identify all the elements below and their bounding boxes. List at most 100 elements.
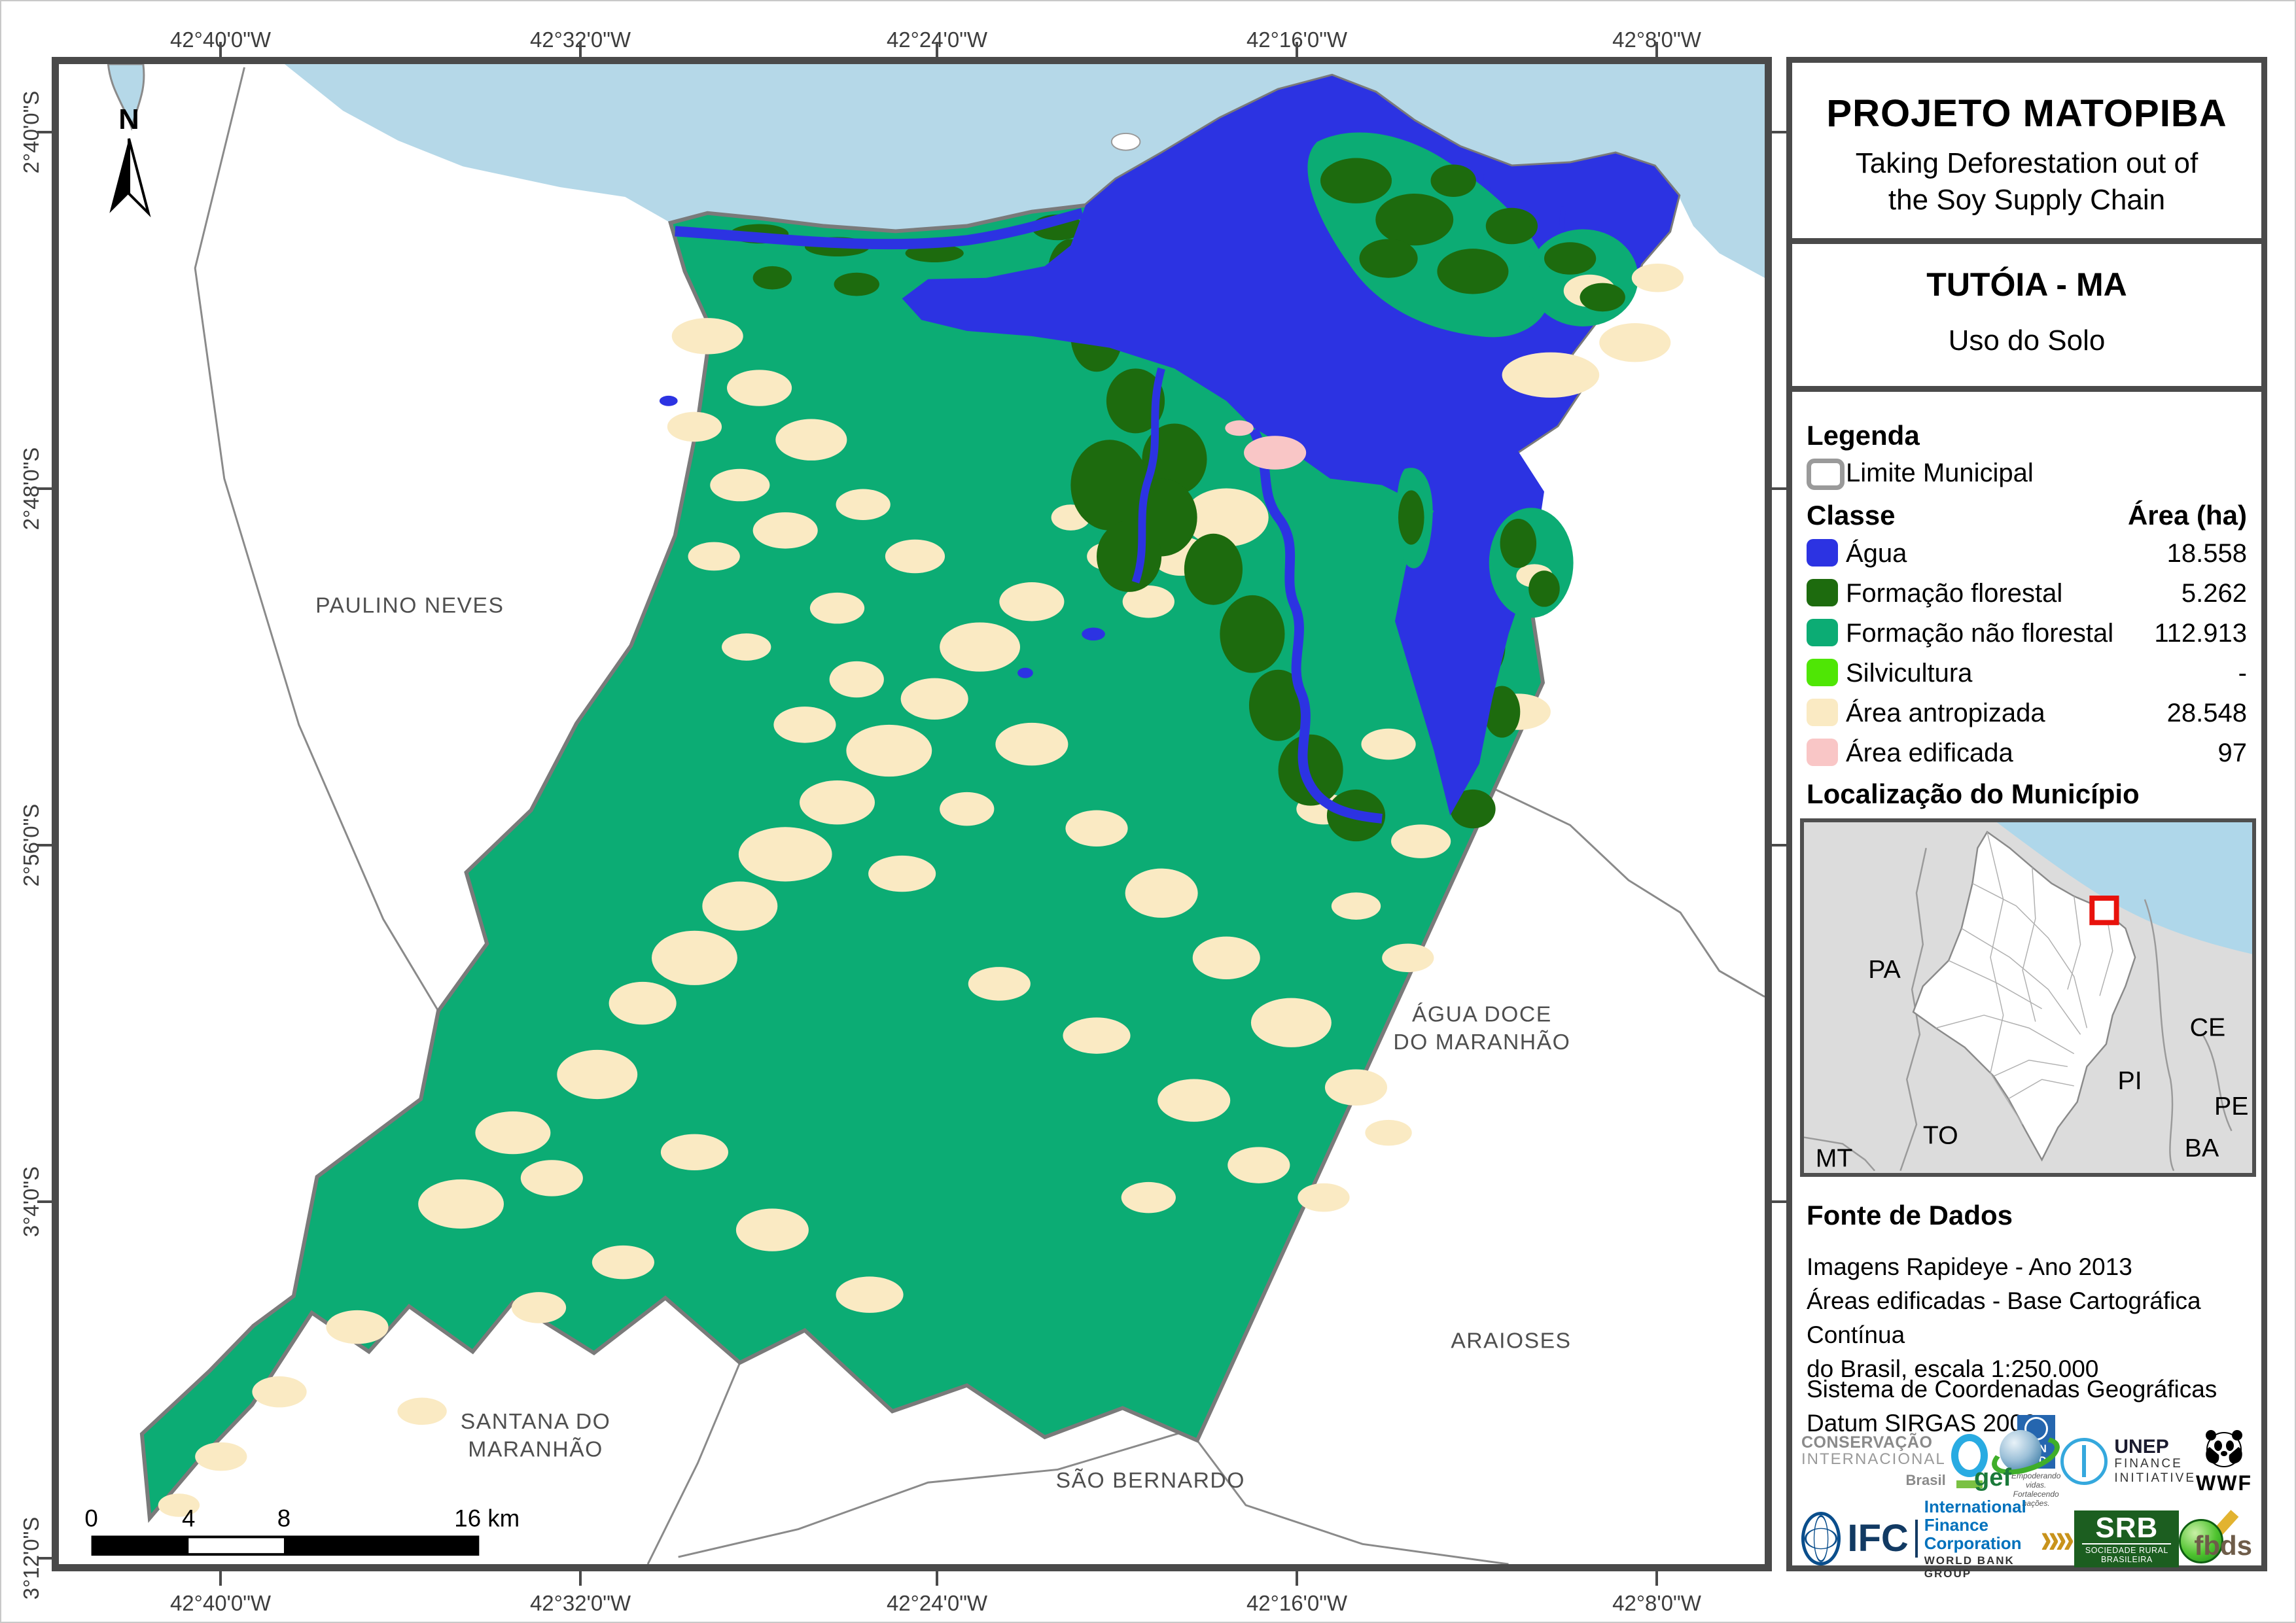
place-labels: PAULINO NEVES ÁGUA DOCE DO MARANHÃO ARAI… xyxy=(315,594,1571,1493)
coord-bottom-2: 42°24'0"W xyxy=(886,1591,988,1615)
legend-heading: Legenda xyxy=(1807,420,1920,451)
limite-label: Limite Municipal xyxy=(1846,459,2034,487)
col-classe: Classe xyxy=(1807,500,1896,531)
ifc-logo: IFC International Finance Corporation WO… xyxy=(1801,1497,2040,1580)
fonte-heading: Fonte de Dados xyxy=(1807,1200,2013,1230)
ocean xyxy=(284,64,1765,278)
locator-map: PA CE PI PE BA TO MT xyxy=(1800,818,2256,1177)
locator-heading: Localização do Município xyxy=(1807,778,2140,809)
scale-bar: 0 4 8 16 km xyxy=(84,1505,520,1556)
bay-islands xyxy=(1110,132,1684,618)
wwf-logo: WWF xyxy=(2196,1427,2252,1495)
srb-subtext: SOCIEDADE RURAL BRASILEIRA xyxy=(2082,1543,2172,1564)
coord-bottom-0: 42°40'0"W xyxy=(169,1591,272,1615)
locator-svg: PA CE PI PE BA TO MT xyxy=(1803,822,2252,1173)
project-subtitle: Taking Deforestation out of the Soy Supp… xyxy=(1792,145,2261,218)
fonte-line2: Áreas edificadas - Base Cartográfica Con… xyxy=(1807,1287,2201,1348)
state-mt: MT xyxy=(1816,1144,1853,1171)
logo-row-1: CONSERVAÇÃO INTERNACIONAL Brasil gef xyxy=(1801,1414,2252,1508)
north-arrow-icon: N xyxy=(109,104,151,218)
state-pa: PA xyxy=(1868,955,1901,984)
agua-swatch xyxy=(1807,539,1838,567)
srb-text: SRB xyxy=(2095,1511,2159,1544)
fonte-line1: Imagens Rapideye - Ano 2013 xyxy=(1807,1253,2132,1280)
edificada-label: Área edificada xyxy=(1846,739,2013,767)
info-panel: PROJETO MATOPIBA Taking Deforestation ou… xyxy=(1786,57,2267,1580)
unep-text1: UNEP xyxy=(2114,1435,2169,1457)
ci-line2: INTERNACIONAL xyxy=(1801,1450,1946,1468)
project-title: PROJETO MATOPIBA xyxy=(1826,92,2227,135)
antropizada-swatch xyxy=(1807,699,1838,726)
col-area: Área (ha) xyxy=(2127,500,2247,531)
pnud-d: D xyxy=(2038,1454,2047,1467)
map-canvas: PAULINO NEVES ÁGUA DOCE DO MARANHÃO ARAI… xyxy=(52,57,1772,1571)
fonte-line5: Datum SIRGAS 2000 xyxy=(1807,1410,2037,1437)
fbds-sphere-icon xyxy=(2179,1518,2224,1563)
scale-4: 4 xyxy=(182,1505,195,1532)
nao-florestal-label: Formação não florestal xyxy=(1846,619,2114,648)
fbds-logo: fbds xyxy=(2179,1509,2252,1567)
state-pe: PE xyxy=(2214,1092,2248,1121)
coord-bottom-3: 42°16'0"W xyxy=(1246,1591,1348,1615)
scale-16km: 16 km xyxy=(454,1505,520,1532)
state-ce: CE xyxy=(2190,1013,2226,1041)
antropizada-area: 28.548 xyxy=(2166,699,2247,727)
ifc-worldbank: WORLD BANK GROUP xyxy=(1924,1554,2015,1580)
wwf-text: WWF xyxy=(2196,1471,2252,1495)
unep-emblem-icon xyxy=(2060,1437,2108,1485)
legend-row-florestal: Formação florestal 5.262 xyxy=(1807,577,2247,610)
unep-fi-logo: UNEP FINANCE INITIATIVE xyxy=(2060,1437,2196,1486)
fbds-text: fbds xyxy=(2194,1529,2252,1561)
legend-row-edificada: Área edificada 97 xyxy=(1807,737,2247,769)
silvicultura-label: Silvicultura xyxy=(1846,659,1973,688)
coord-bottom-4: 42°8'0"W xyxy=(1612,1591,1701,1615)
legend-column-headers: Classe Área (ha) xyxy=(1807,500,2247,532)
project-subtitle-line2: the Soy Supply Chain xyxy=(1888,184,2166,216)
florestal-swatch xyxy=(1807,579,1838,606)
legend-limite-row: Limite Municipal xyxy=(1807,457,2247,490)
municipality-title: TUTÓIA - MA xyxy=(1926,266,2127,303)
legend-row-silvicultura: Silvicultura - xyxy=(1807,657,2247,689)
locator-municipal-lines xyxy=(1935,831,2113,1125)
state-pi: PI xyxy=(2118,1066,2142,1095)
state-labels: PA CE PI PE BA TO MT xyxy=(1816,955,2249,1173)
edificada-swatch xyxy=(1807,739,1838,766)
nao-florestal-area: 112.913 xyxy=(2154,619,2247,648)
limite-swatch xyxy=(1807,459,1845,490)
label-agua-doce-2: DO MARANHÃO xyxy=(1393,1030,1570,1055)
ci-brasil: Brasil xyxy=(1905,1471,1946,1488)
fonte-line3: do Brasil, escala 1:250.000 xyxy=(1807,1355,2099,1382)
legend-row-antropizada: Área antropizada 28.548 xyxy=(1807,697,2247,729)
scale-16: 8 xyxy=(277,1505,291,1532)
ci-blue-o-icon xyxy=(1951,1433,1988,1477)
project-subtitle-line1: Taking Deforestation out of xyxy=(1855,147,2199,179)
gef-globe-icon xyxy=(1999,1430,2041,1472)
label-santana-2: MARANHÃO xyxy=(468,1437,603,1462)
label-santana-1: SANTANA DO xyxy=(461,1410,611,1434)
ci-line1: CONSERVAÇÃO xyxy=(1801,1433,1933,1452)
ifc-line2: Finance Corporation xyxy=(1924,1514,2022,1553)
label-sao-bernardo: SÃO BERNARDO xyxy=(1056,1468,1245,1493)
fonte-sistema: Sistema de Coordenadas Geográficas Datum… xyxy=(1807,1372,2217,1440)
map-type-title: Uso do Solo xyxy=(1948,324,2106,357)
municipal-boundaries xyxy=(194,67,1765,1564)
state-to: TO xyxy=(1923,1121,1958,1149)
legend-row-nao-florestal: Formação não florestal 112.913 xyxy=(1807,617,2247,650)
state-ba: BA xyxy=(2185,1134,2219,1162)
legend-row-agua: Água 18.558 xyxy=(1807,537,2247,570)
srb-logo: »» SRB SOCIEDADE RURAL BRASILEIRA xyxy=(2040,1510,2180,1567)
label-araioses: ARAIOSES xyxy=(1451,1329,1571,1353)
lagoon xyxy=(107,64,145,131)
florestal-area: 5.262 xyxy=(2181,579,2247,608)
nao-florestal-swatch xyxy=(1807,619,1838,646)
antropizada-label: Área antropizada xyxy=(1846,699,2045,727)
gef-text: gef xyxy=(1973,1464,2011,1492)
land-use-map: PAULINO NEVES ÁGUA DOCE DO MARANHÃO ARAI… xyxy=(84,64,1765,1564)
srb-wheat-icon: »» xyxy=(2040,1514,2074,1563)
scale-0: 0 xyxy=(84,1505,97,1532)
ifc-globe-icon xyxy=(1801,1512,1841,1565)
svg-text:N: N xyxy=(118,104,139,135)
agua-area: 18.558 xyxy=(2166,539,2247,568)
florestal-label: Formação florestal xyxy=(1846,579,2063,608)
fonte-body: Imagens Rapideye - Ano 2013 Áreas edific… xyxy=(1807,1250,2261,1386)
